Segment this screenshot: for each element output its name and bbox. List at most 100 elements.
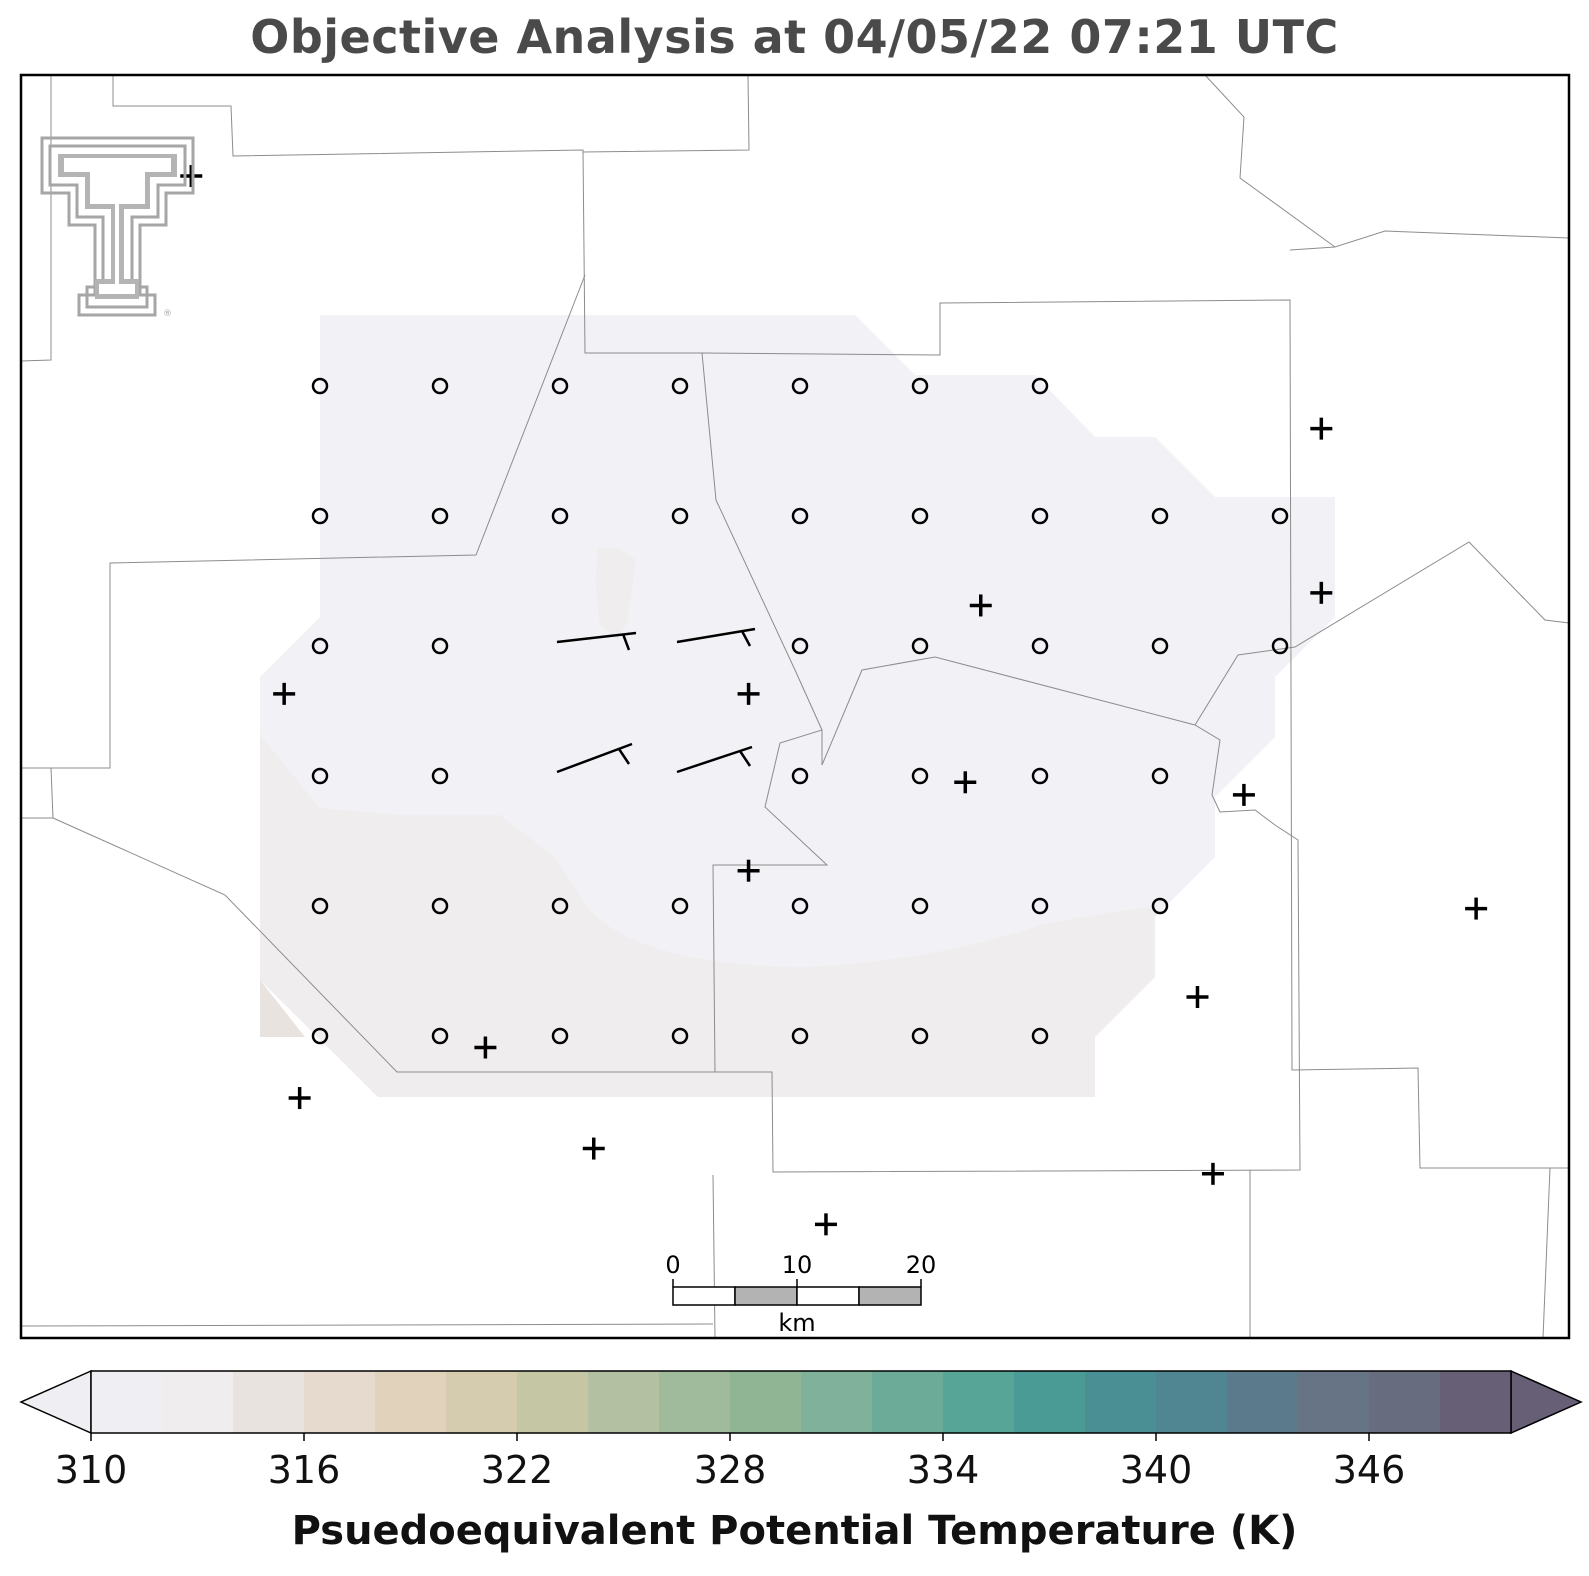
wind-barb bbox=[556, 631, 637, 651]
grid-point bbox=[431, 897, 449, 915]
grid-point bbox=[671, 377, 689, 395]
colorbar-cell bbox=[304, 1371, 376, 1433]
colorbar-cell bbox=[1369, 1371, 1441, 1433]
county-line bbox=[582, 149, 1569, 1169]
colorbar: 310 316 322 328 334 340 346 bbox=[19, 1369, 1583, 1492]
colorbar-cell bbox=[91, 1371, 163, 1433]
station-marker bbox=[954, 771, 977, 794]
colorbar-tick-label: 340 bbox=[1120, 1448, 1193, 1492]
grid-point bbox=[911, 897, 929, 915]
station-marker bbox=[474, 1036, 497, 1059]
grid-point bbox=[1031, 507, 1049, 525]
grid-point bbox=[431, 637, 449, 655]
grid-point bbox=[311, 767, 329, 785]
grid-point bbox=[1031, 767, 1049, 785]
grid-point bbox=[1031, 897, 1049, 915]
grid-point bbox=[431, 767, 449, 785]
county-line bbox=[712, 1174, 716, 1339]
grid-point bbox=[1151, 507, 1169, 525]
theta-e-314-region bbox=[260, 980, 305, 1037]
colorbar-cell bbox=[588, 1371, 660, 1433]
colorbar-cell bbox=[659, 1371, 731, 1433]
grid-point bbox=[791, 377, 809, 395]
colorbar-cell bbox=[1227, 1371, 1299, 1433]
wind-barb bbox=[676, 745, 753, 774]
grid-point bbox=[311, 377, 329, 395]
grid-point bbox=[791, 637, 809, 655]
grid-point bbox=[311, 637, 329, 655]
grid-point bbox=[671, 897, 689, 915]
colorbar-cell bbox=[1014, 1371, 1086, 1433]
theta-e-312-region bbox=[260, 735, 1155, 1097]
grid-point bbox=[911, 507, 929, 525]
station-marker bbox=[273, 682, 296, 705]
colorbar-tick-label: 316 bbox=[268, 1448, 341, 1492]
grid-point bbox=[911, 637, 929, 655]
county-line bbox=[21, 274, 586, 769]
county-line bbox=[20, 1323, 714, 1327]
colorbar-cell bbox=[801, 1371, 873, 1433]
colorbar-cell bbox=[233, 1371, 305, 1433]
grid-point bbox=[791, 897, 809, 915]
grid-point bbox=[1031, 637, 1049, 655]
station-marker bbox=[1201, 1162, 1224, 1185]
wind-barb bbox=[676, 627, 756, 647]
wind-barb bbox=[556, 742, 633, 774]
colorbar-cell bbox=[1440, 1371, 1512, 1433]
station-marker bbox=[1310, 417, 1333, 440]
grid-point bbox=[431, 507, 449, 525]
grid-point bbox=[551, 1027, 569, 1045]
colorbar-tick-label: 346 bbox=[1333, 1448, 1406, 1492]
colorbar-tick-label: 328 bbox=[694, 1448, 767, 1492]
colorbar-tick-label: 322 bbox=[481, 1448, 554, 1492]
scale-label-0: 0 bbox=[665, 1251, 680, 1279]
grid-point bbox=[911, 767, 929, 785]
grid-point bbox=[431, 377, 449, 395]
scale-label-20: 20 bbox=[906, 1251, 937, 1279]
svg-text:®: ® bbox=[163, 309, 172, 319]
station-marker bbox=[737, 682, 760, 705]
county-line bbox=[1194, 541, 1570, 726]
grid-point bbox=[551, 897, 569, 915]
colorbar-outline bbox=[90, 1370, 1512, 1434]
grid-point bbox=[791, 507, 809, 525]
colorbar-extend-max bbox=[1510, 1369, 1583, 1435]
grid-point bbox=[311, 897, 329, 915]
grid-point bbox=[791, 1027, 809, 1045]
station-marker bbox=[814, 1213, 837, 1236]
colorbar-cell bbox=[446, 1371, 518, 1433]
county-line bbox=[1289, 246, 1336, 251]
county-line bbox=[112, 74, 750, 157]
grid-point bbox=[311, 507, 329, 525]
grid-point bbox=[911, 377, 929, 395]
station-marker bbox=[288, 1087, 311, 1110]
theta-e-312-spot bbox=[595, 548, 636, 640]
colorbar-cell bbox=[943, 1371, 1015, 1433]
grid-point bbox=[1151, 767, 1169, 785]
station-marker bbox=[737, 859, 760, 882]
grid-point bbox=[671, 1027, 689, 1045]
station-marker bbox=[969, 594, 992, 617]
station-marker bbox=[1232, 783, 1255, 806]
chart-title: Objective Analysis at 04/05/22 07:21 UTC bbox=[250, 10, 1339, 64]
station-marker bbox=[1310, 581, 1333, 604]
grid-point bbox=[551, 507, 569, 525]
grid-point bbox=[1271, 507, 1289, 525]
grid-point bbox=[791, 767, 809, 785]
colorbar-tick-label: 310 bbox=[55, 1448, 128, 1492]
colorbar-label: Psuedoequivalent Potential Temperature (… bbox=[291, 1508, 1298, 1554]
grid-point bbox=[551, 377, 569, 395]
map-frame bbox=[19, 73, 1571, 1340]
scale-bar: 0 10 20 km bbox=[665, 1251, 936, 1337]
colorbar-cell bbox=[1298, 1371, 1370, 1433]
colorbar-cell bbox=[517, 1371, 589, 1433]
grid-point bbox=[1031, 377, 1049, 395]
station-marker bbox=[1465, 897, 1488, 920]
grid-point bbox=[1151, 897, 1169, 915]
grid-point bbox=[1271, 637, 1289, 655]
county-line bbox=[701, 352, 1301, 1173]
colorbar-cell bbox=[162, 1371, 234, 1433]
grid-point bbox=[671, 507, 689, 525]
